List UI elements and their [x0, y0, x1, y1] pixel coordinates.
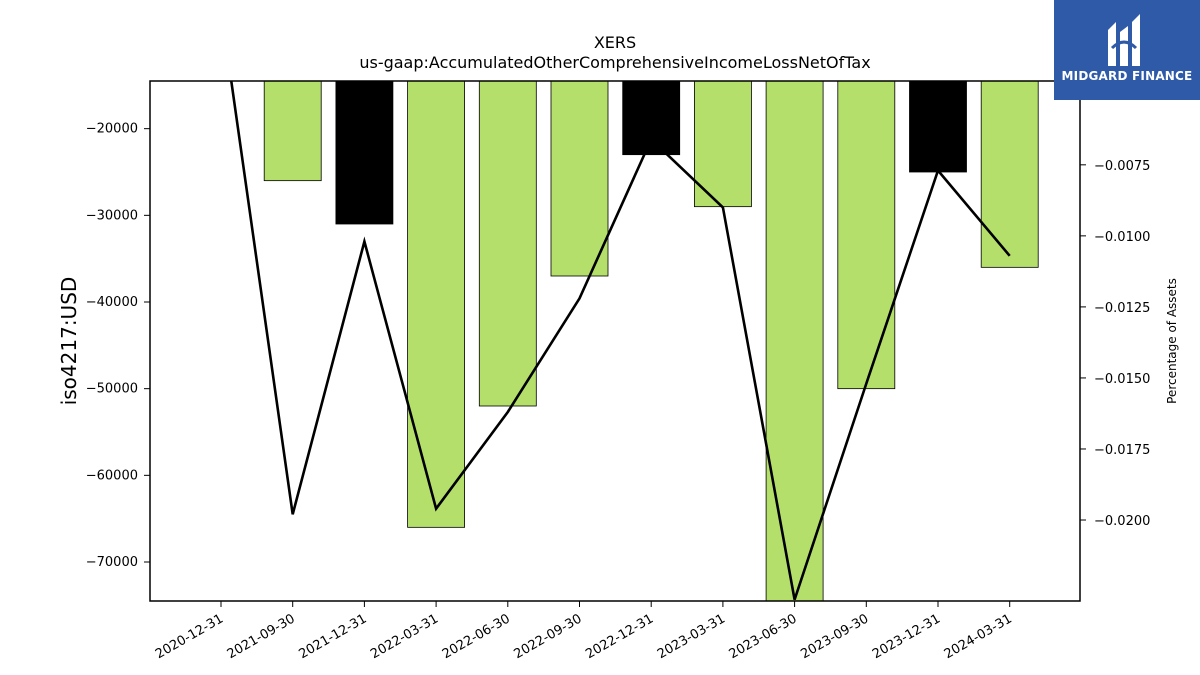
bar-2022-12-31 [622, 80, 681, 156]
bar-2022-06-30 [478, 80, 537, 407]
bar-2021-12-31 [335, 80, 394, 225]
x-tick-label: 2024-03-31 [942, 611, 1015, 662]
bar-2023-06-30 [765, 80, 824, 602]
x-tick-label: 2022-03-31 [368, 611, 441, 662]
y-tick-label: −20000 [86, 122, 138, 137]
y-tick-label: −30000 [86, 208, 138, 223]
x-tick-label: 2022-12-31 [583, 611, 656, 662]
x-tick-label: 2023-09-30 [798, 611, 871, 662]
y-tick-label: −70000 [86, 555, 138, 570]
x-tick-label: 2020-12-31 [153, 611, 226, 662]
x-tick-label: 2023-06-30 [727, 611, 800, 662]
y-axis-right-label: Percentage of Assets [1165, 278, 1179, 404]
y-tick-label: −60000 [86, 468, 138, 483]
y-tick-label: −50000 [86, 382, 138, 397]
y-right-tick-label: −0.0175 [1094, 443, 1150, 458]
x-tick-label: 2022-06-30 [440, 611, 513, 662]
chart-subtitle: us-gaap:AccumulatedOtherComprehensiveInc… [359, 53, 870, 72]
y-axis-label: iso4217:USD [57, 277, 81, 406]
y-tick-label: −40000 [86, 295, 138, 310]
line-group [229, 81, 1011, 601]
midgard-logo-icon [1108, 14, 1140, 66]
y-axis-right: −0.0050−0.0075−0.0100−0.0125−0.0150−0.01… [1080, 88, 1150, 529]
bars-group [263, 80, 1039, 602]
y-right-tick-label: −0.0125 [1094, 301, 1150, 316]
y-right-tick-label: −0.0150 [1094, 372, 1150, 387]
bar-2023-09-30 [837, 80, 896, 390]
x-axis: 2020-12-312021-09-302021-12-312022-03-31… [153, 601, 1015, 662]
bar-2021-09-30 [263, 80, 322, 182]
bar-2023-12-31 [909, 80, 967, 173]
percentage-line [229, 81, 1011, 601]
x-tick-label: 2021-09-30 [225, 611, 298, 662]
bar-2022-03-31 [407, 80, 466, 528]
x-tick-label: 2021-12-31 [296, 611, 369, 662]
logo-text: MIDGARD FINANCE [1061, 69, 1193, 83]
chart-title: XERS [594, 33, 636, 52]
plot-frame [149, 80, 1081, 602]
logo: MIDGARD FINANCE [1054, 0, 1200, 100]
x-tick-label: 2023-12-31 [870, 611, 943, 662]
bar-2024-03-31 [980, 80, 1039, 268]
bar-2023-03-31 [694, 80, 752, 208]
x-tick-label: 2023-03-31 [655, 611, 728, 662]
bar-2022-09-30 [550, 80, 609, 277]
x-tick-label: 2022-09-30 [512, 611, 585, 662]
y-right-tick-label: −0.0100 [1094, 230, 1150, 245]
y-axis-left: −20000 −30000 −40000 −50000 −60000 −70000 [86, 122, 150, 570]
y-right-tick-label: −0.0200 [1094, 514, 1150, 529]
y-right-tick-label: −0.0075 [1094, 159, 1150, 174]
